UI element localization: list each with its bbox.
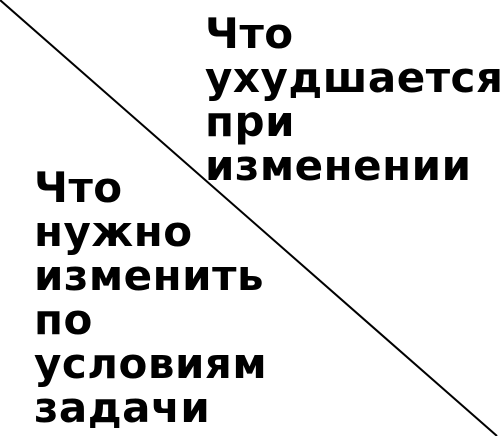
worsening-label-line-3: при xyxy=(205,97,296,146)
improving-label-line-1: Что xyxy=(34,163,123,212)
worsening-label-line-2: ухудшается xyxy=(205,53,500,102)
improving-label-line-3: изменить xyxy=(34,251,264,300)
improving-parameter-label: Что нужно изменить по условиям задачи xyxy=(34,166,267,430)
worsening-parameter-label: Что ухудшается при изменении xyxy=(205,12,500,188)
improving-label-line-5: условиям xyxy=(34,339,268,388)
worsening-label-line-1: Что xyxy=(205,9,294,58)
improving-label-line-6: задачи xyxy=(34,383,211,432)
worsening-label-line-4: изменении xyxy=(205,141,472,190)
improving-label-line-2: нужно xyxy=(34,207,193,256)
improving-label-line-4: по xyxy=(34,295,93,344)
